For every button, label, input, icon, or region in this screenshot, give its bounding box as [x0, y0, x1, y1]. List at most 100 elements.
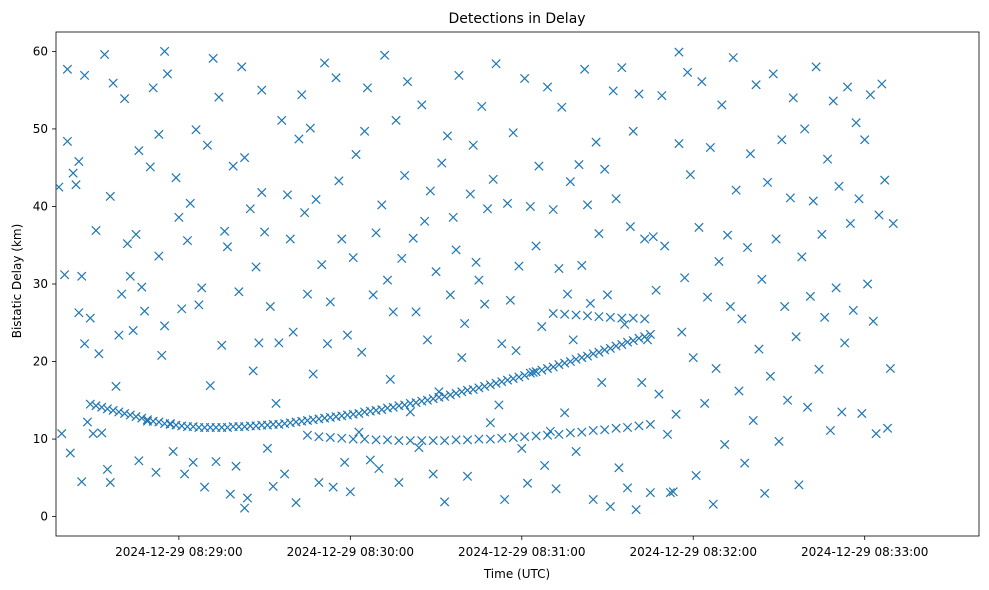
data-point-x-marker: [314, 432, 324, 442]
data-point-x-marker: [577, 427, 587, 437]
data-point-x-marker: [614, 463, 624, 473]
data-point-x-marker: [228, 161, 238, 171]
data-point-x-marker: [422, 395, 433, 405]
data-point-x-marker: [391, 115, 401, 126]
data-point-x-marker: [665, 487, 676, 498]
y-tick-label: 30: [33, 277, 48, 291]
data-point-x-marker: [440, 497, 450, 507]
data-point-x-marker: [520, 73, 530, 84]
data-point-x-marker: [259, 227, 270, 237]
data-point-x-marker: [434, 387, 444, 397]
data-point-x-marker: [485, 380, 495, 390]
data-point-x-marker: [394, 477, 404, 488]
data-point-x-marker: [134, 146, 144, 156]
y-tick-label: 40: [33, 199, 48, 213]
data-point-x-marker: [274, 338, 284, 348]
data-point-x-marker: [157, 350, 167, 360]
data-point-x-marker: [660, 241, 670, 251]
data-point-x-marker: [134, 456, 144, 466]
data-point-x-marker: [857, 408, 867, 419]
data-point-x-marker: [565, 177, 575, 187]
data-point-x-marker: [397, 253, 407, 264]
data-point-x-marker: [808, 196, 818, 206]
data-point-x-marker: [428, 394, 438, 404]
data-point-x-marker: [440, 391, 450, 402]
data-point-x-marker: [237, 62, 247, 72]
data-point-x-marker: [714, 256, 724, 267]
data-point-x-marker: [645, 487, 656, 498]
data-point-x-marker: [179, 469, 190, 479]
data-point-x-marker: [474, 383, 484, 393]
data-point-x-marker: [257, 187, 267, 198]
data-point-x-marker: [119, 408, 130, 419]
data-point-x-marker: [740, 458, 750, 468]
data-point-x-marker: [560, 408, 570, 418]
data-point-x-marker: [108, 405, 118, 416]
data-points: [56, 46, 898, 515]
data-point-x-marker: [554, 429, 564, 440]
data-point-x-marker: [285, 234, 295, 244]
data-point-x-marker: [671, 409, 681, 419]
data-point-x-marker: [554, 263, 564, 274]
data-point-x-marker: [674, 47, 684, 57]
data-point-x-marker: [551, 484, 561, 494]
data-point-x-marker: [480, 299, 490, 309]
data-point-x-marker: [374, 463, 384, 474]
data-point-x-marker: [505, 295, 515, 305]
data-point-x-marker: [359, 434, 370, 444]
data-point-x-marker: [605, 312, 615, 322]
data-point-x-marker: [208, 53, 218, 63]
data-point-x-marker: [820, 312, 830, 322]
data-point-x-marker: [197, 283, 207, 293]
data-point-x-marker: [174, 212, 184, 222]
data-point-x-marker: [462, 471, 473, 481]
data-point-x-marker: [165, 418, 175, 429]
data-point-x-marker: [725, 301, 736, 312]
data-point-x-marker: [145, 162, 155, 172]
data-point-x-marker: [457, 387, 467, 397]
data-point-x-marker: [497, 339, 507, 349]
data-point-x-marker: [757, 274, 767, 284]
data-point-x-marker: [411, 307, 421, 317]
data-point-x-marker: [508, 432, 518, 443]
data-point-x-marker: [471, 257, 481, 267]
data-point-x-marker: [359, 126, 370, 136]
data-point-x-marker: [622, 422, 633, 433]
data-point-x-marker: [645, 419, 656, 429]
y-tick-label: 20: [33, 355, 48, 369]
data-point-x-marker: [288, 327, 298, 337]
data-point-x-marker: [582, 200, 593, 210]
data-point-x-marker: [377, 200, 387, 210]
data-point-x-marker: [811, 62, 821, 72]
data-point-x-marker: [762, 177, 773, 188]
data-point-x-marker: [445, 290, 455, 300]
data-point-x-marker: [148, 83, 158, 93]
data-point-x-marker: [122, 239, 133, 249]
data-point-x-marker: [388, 402, 398, 412]
data-point-x-marker: [805, 291, 816, 302]
data-point-x-marker: [520, 370, 530, 381]
data-point-x-marker: [417, 100, 427, 110]
data-point-x-marker: [708, 499, 718, 509]
data-point-x-marker: [611, 423, 621, 433]
data-point-x-marker: [548, 362, 558, 372]
data-point-x-marker: [291, 498, 301, 508]
data-point-x-marker: [308, 369, 318, 379]
data-point-x-marker: [277, 115, 287, 126]
data-point-x-marker: [548, 204, 558, 215]
data-point-x-marker: [640, 314, 650, 324]
data-point-x-marker: [765, 371, 776, 381]
data-point-x-marker: [722, 230, 733, 240]
data-point-x-marker: [77, 271, 87, 281]
data-point-x-marker: [162, 69, 173, 79]
data-point-x-marker: [771, 234, 781, 244]
data-point-x-marker: [348, 434, 358, 444]
data-point-x-marker: [337, 234, 347, 244]
data-point-x-marker: [111, 381, 121, 391]
data-point-x-marker: [114, 407, 124, 417]
data-point-x-marker: [742, 242, 753, 253]
data-point-x-marker: [831, 283, 841, 293]
data-point-x-marker: [377, 404, 387, 415]
data-point-x-marker: [634, 421, 644, 431]
data-point-x-marker: [305, 123, 315, 133]
